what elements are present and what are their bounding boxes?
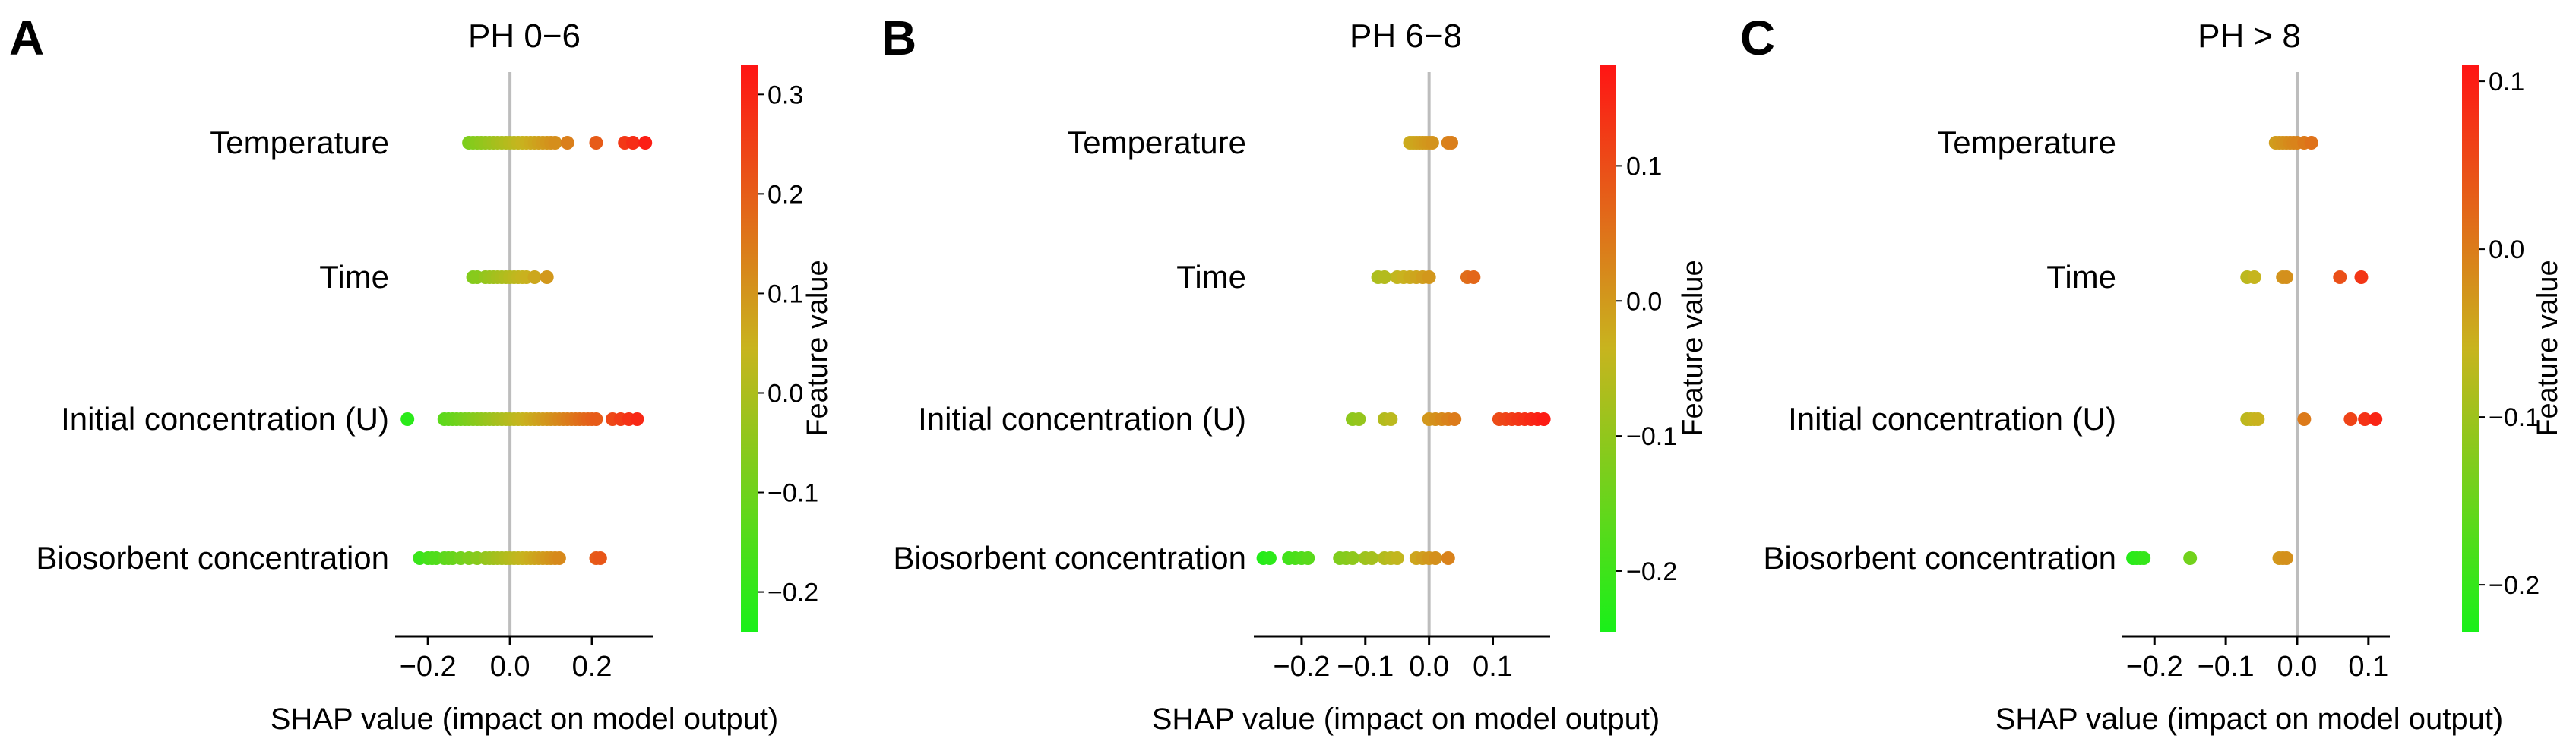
feature-label: Biosorbent concentration [1763, 540, 2116, 576]
shap-point [1262, 551, 1277, 565]
chart-title: PH > 8 [2198, 17, 2301, 55]
colorbar-label: Feature value [802, 260, 834, 436]
shap-point [1365, 551, 1379, 565]
shap-point [1352, 412, 1366, 426]
shap-point [2297, 412, 2312, 426]
shap-point [1467, 270, 1481, 284]
shap-point [1346, 551, 1359, 565]
colorbar-tick-label: −0.1 [767, 479, 818, 508]
x-axis-label: SHAP value (impact on model output) [271, 702, 779, 736]
shap-point [638, 136, 653, 150]
shap-point [2333, 270, 2347, 284]
shap-point [1441, 551, 1455, 565]
shap-point [1390, 551, 1404, 565]
x-tick-label: 0.2 [572, 651, 612, 683]
shap-point [2183, 551, 2198, 565]
colorbar [1600, 65, 1616, 632]
shap-point [589, 136, 603, 150]
x-tick-label: 0.1 [1473, 651, 1513, 683]
x-tick-label: −0.2 [400, 651, 457, 683]
shap-point [527, 270, 542, 284]
x-tick-label: −0.1 [2198, 651, 2255, 683]
shap-point [589, 412, 603, 426]
chart-title: PH 6−8 [1350, 17, 1462, 55]
colorbar-tick-label: −0.1 [2489, 403, 2540, 432]
x-tick-label: 0.0 [2277, 651, 2318, 683]
feature-label: Time [319, 259, 389, 295]
shap-point [1422, 270, 1436, 284]
shap-point [626, 136, 641, 150]
x-tick-label: −0.1 [1337, 651, 1394, 683]
shap-point [552, 551, 566, 565]
shap-point [1425, 136, 1439, 150]
shap-point [548, 136, 562, 150]
colorbar-label: Feature value [2532, 260, 2564, 436]
shap-point [2304, 136, 2318, 150]
shap-point [1429, 551, 1443, 565]
feature-label: Temperature [210, 125, 389, 160]
x-tick-label: −0.2 [1273, 651, 1330, 683]
shap-point [540, 270, 554, 284]
colorbar-tick-label: 0.0 [2489, 235, 2524, 264]
colorbar-tick-label: 0.0 [767, 379, 803, 408]
colorbar-tick-label: 0.3 [767, 80, 803, 109]
shap-point [2251, 412, 2265, 426]
x-tick-label: 0.0 [490, 651, 530, 683]
colorbar-tick-label: −0.2 [767, 579, 818, 608]
shap-point [1384, 412, 1398, 426]
colorbar [741, 65, 758, 632]
panel-letter: C [1740, 11, 1775, 65]
shap-point [2369, 412, 2383, 426]
x-axis-label: SHAP value (impact on model output) [1152, 702, 1660, 736]
colorbar [2462, 65, 2479, 632]
colorbar-tick-label: 0.0 [1626, 287, 1662, 316]
shap-point [2343, 412, 2358, 426]
colorbar-tick-label: −0.1 [1626, 422, 1677, 451]
shap-point [1536, 412, 1551, 426]
feature-label: Temperature [1067, 125, 1246, 160]
x-tick-label: 0.0 [1409, 651, 1449, 683]
shap-point [2247, 270, 2261, 284]
shap-point [400, 412, 415, 426]
colorbar-label: Feature value [1677, 260, 1709, 436]
feature-label: Biosorbent concentration [893, 540, 1246, 576]
shap-point [2354, 270, 2369, 284]
feature-label: Initial concentration (U) [61, 401, 389, 437]
colorbar-tick-label: 0.1 [2489, 68, 2524, 96]
feature-label: Temperature [1937, 125, 2116, 160]
chart-title: PH 0−6 [468, 17, 581, 55]
shap-point [1301, 551, 1315, 565]
shap-point [630, 412, 644, 426]
shap-point [2279, 551, 2293, 565]
colorbar-tick-label: −0.2 [2489, 571, 2540, 600]
feature-label: Time [1176, 259, 1246, 295]
shap-point [1377, 270, 1391, 284]
x-tick-label: −0.2 [2126, 651, 2183, 683]
shap-point [560, 136, 574, 150]
panel-letter: A [9, 11, 44, 65]
panel-letter: B [881, 11, 916, 65]
shap-point [2137, 551, 2151, 565]
feature-label: Initial concentration (U) [1788, 401, 2116, 437]
shap-point [2279, 270, 2293, 284]
colorbar-tick-label: 0.2 [767, 180, 803, 209]
shap-point [2358, 412, 2372, 426]
colorbar-tick-label: −0.2 [1626, 557, 1677, 586]
x-axis-label: SHAP value (impact on model output) [1995, 702, 2504, 736]
feature-label: Biosorbent concentration [36, 540, 389, 576]
feature-label: Time [2046, 259, 2116, 295]
shap-point [593, 551, 607, 565]
x-tick-label: 0.1 [2348, 651, 2388, 683]
shap-point [1445, 136, 1458, 150]
feature-label: Initial concentration (U) [918, 401, 1246, 437]
colorbar-tick-label: 0.1 [767, 279, 803, 308]
shap-point [1448, 412, 1462, 426]
colorbar-tick-label: 0.1 [1626, 152, 1662, 181]
